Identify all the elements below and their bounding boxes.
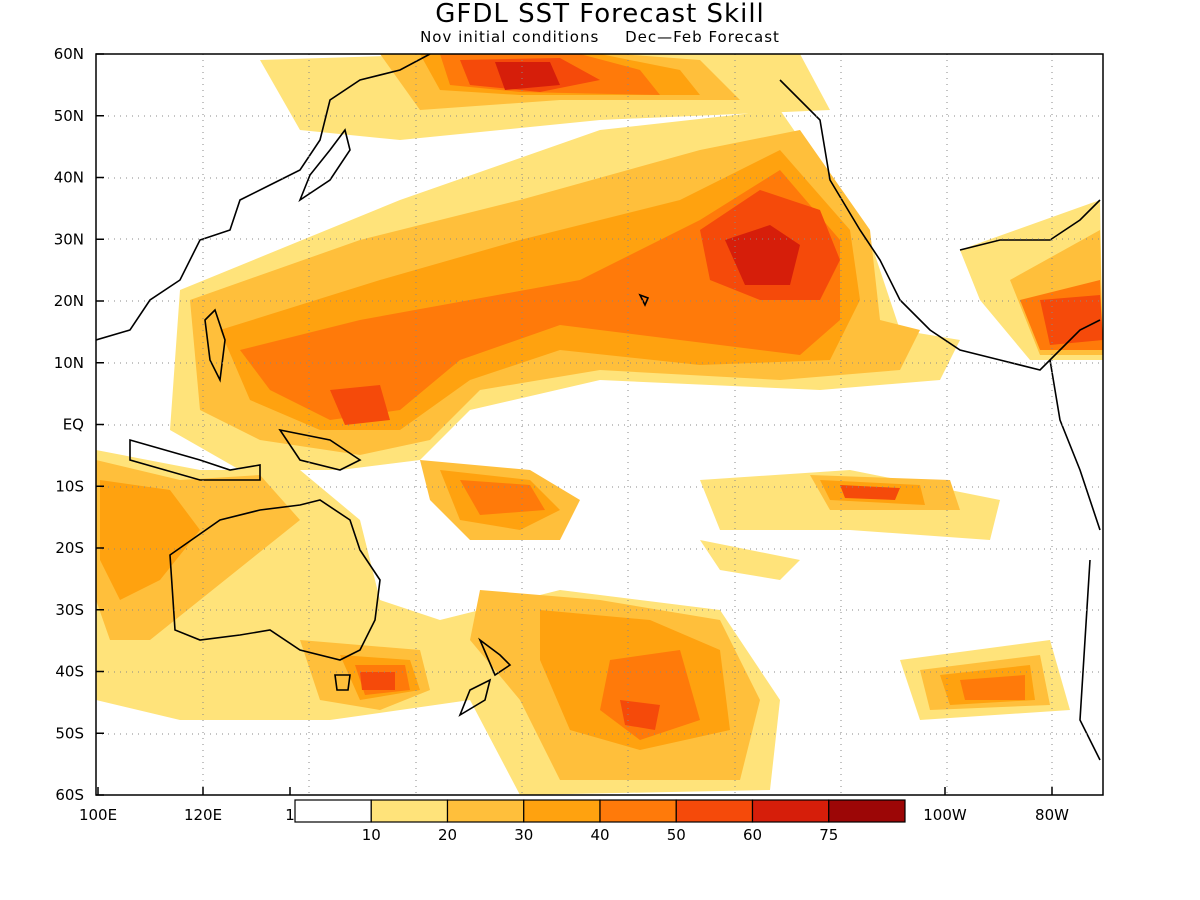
lon-tick-label: 1 [285,806,295,824]
colorbar-swatch [370,799,449,823]
lat-tick-label: 20S [55,539,84,557]
skill-band-60-75 [495,62,800,285]
colorbar-label: 75 [819,826,838,844]
map-title: GFDL SST Forecast Skill [435,0,765,29]
lat-tick-label: 40N [54,169,84,187]
colorbar-swatch [446,799,525,823]
lat-tick-label: 30N [54,230,84,248]
colorbar-label: 40 [590,826,609,844]
lon-tick-label: 100W [923,806,967,824]
colorbar-label: 20 [438,826,457,844]
colorbar-swatch [599,799,677,823]
lat-tick-label: 40S [55,663,84,681]
subtitle-forecast-period: Dec—Feb Forecast [625,28,780,46]
lon-tick-label: 120E [184,806,222,824]
colorbar-swatch [294,799,372,823]
colorbar-swatch [751,799,830,823]
lat-tick-label: 10N [54,354,84,372]
colorbar-swatch [828,799,906,823]
colorbar-swatch [523,799,601,823]
lat-tick-label: 10S [55,477,84,495]
lat-tick-label: 50S [55,724,84,742]
lat-tick-label: EQ [63,416,84,434]
colorbar-label: 30 [514,826,533,844]
lon-tick-label: 80W [1035,806,1069,824]
lat-tick-label: 60N [54,45,84,63]
subtitle-initial-conditions: Nov initial conditions [420,28,600,46]
lat-tick-label: 30S [55,601,84,619]
map-subtitle: Nov initial conditions Dec—Feb Forecast [0,28,1200,46]
colorbar-label: 50 [667,826,686,844]
lat-tick-label: 60S [55,786,84,804]
lat-tick-label: 50N [54,107,84,125]
colorbar-label: 10 [362,826,381,844]
colorbar-swatch [675,799,754,823]
lat-tick-label: 20N [54,292,84,310]
lon-axis: 100E 120E 1 100W 80W [79,787,1069,824]
lon-tick-label: 100E [79,806,117,824]
colorbar-label: 60 [743,826,762,844]
coastlines [96,54,1101,761]
colorbar: 10 20 30 40 50 60 75 [294,799,906,844]
